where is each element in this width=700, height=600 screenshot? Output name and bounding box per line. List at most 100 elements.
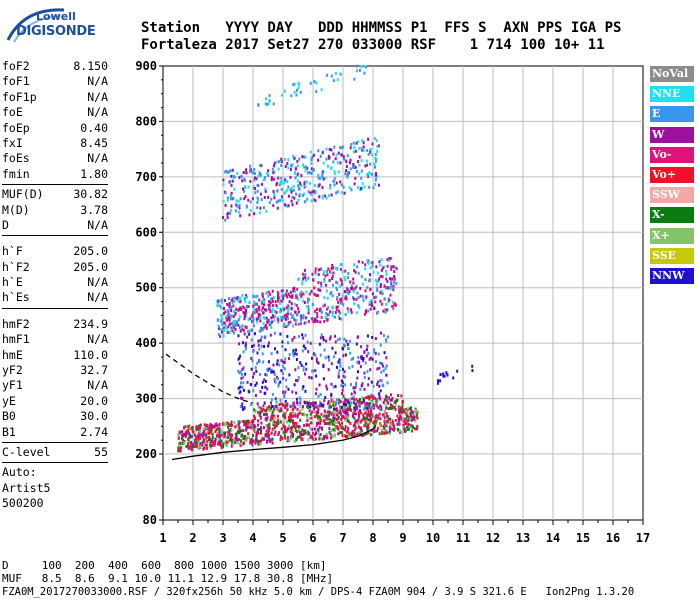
echo-point [356, 291, 359, 295]
echo-point [293, 335, 296, 339]
echo-point [344, 353, 347, 357]
echo-point [325, 147, 328, 151]
echo-point [231, 299, 234, 303]
echo-point [218, 334, 221, 338]
echo-point [370, 298, 373, 302]
echo-point [286, 436, 289, 440]
echo-point [257, 423, 260, 427]
echo-point [243, 306, 246, 310]
echo-point [313, 286, 316, 290]
echo-point [302, 405, 305, 409]
echo-point [304, 429, 307, 433]
echo-point [386, 431, 389, 435]
echo-point [299, 90, 302, 94]
echo-point [245, 295, 248, 299]
echo-point [384, 403, 387, 407]
echo-point [218, 427, 221, 431]
echo-point [315, 293, 318, 297]
echo-point [354, 412, 357, 416]
echo-point [346, 342, 349, 346]
echo-point [327, 368, 330, 372]
echo-point [301, 407, 304, 411]
x-tick-label: 14 [546, 531, 560, 545]
echo-point [299, 409, 302, 413]
echo-point [342, 155, 345, 159]
echo-point [330, 382, 333, 386]
echo-point [346, 307, 349, 311]
echo-point [364, 278, 367, 282]
echo-point [330, 271, 333, 275]
echo-point [238, 356, 241, 360]
echo-region [222, 137, 380, 222]
echo-point [277, 199, 280, 203]
echo-point [367, 418, 370, 422]
echo-point [223, 421, 226, 425]
echo-point [347, 310, 350, 314]
file-info: FZA0M_2017270033000.RSF / 320fx256h 50 k… [2, 586, 635, 598]
echo-point [351, 364, 354, 368]
echo-point [389, 256, 392, 260]
echo-point [283, 403, 286, 407]
echo-point [347, 272, 350, 276]
echo-point [262, 426, 265, 430]
echo-point [278, 183, 281, 187]
param-value: 205.0 [73, 259, 108, 274]
echo-point [360, 418, 363, 422]
echo-point [321, 415, 324, 419]
echo-point [369, 368, 372, 372]
echo-point [223, 431, 226, 435]
echo-point [296, 435, 299, 439]
echo-point [299, 435, 302, 439]
echo-point [344, 278, 347, 282]
echo-point [372, 270, 375, 274]
echo-point [218, 437, 221, 441]
echo-point [261, 292, 264, 296]
echo-point [313, 427, 316, 431]
echo-point [337, 314, 340, 318]
echo-point [363, 371, 366, 375]
echo-point [345, 290, 348, 294]
param-value: 32.7 [80, 363, 108, 378]
echo-point [275, 160, 278, 164]
echo-point [376, 417, 379, 421]
echo-point [293, 439, 296, 443]
param-name: h`E [2, 275, 23, 290]
echo-point [231, 441, 234, 445]
echo-point [272, 423, 275, 427]
echo-point [391, 304, 394, 308]
echo-point [338, 317, 341, 321]
echo-point [249, 179, 252, 183]
echo-point [195, 428, 198, 432]
echo-point [298, 83, 301, 87]
echo-point [317, 431, 320, 435]
echo-point [278, 301, 281, 305]
echo-point [228, 211, 231, 215]
echo-point [292, 424, 295, 428]
echo-point [258, 313, 261, 317]
echo-point [331, 263, 334, 267]
echo-point [254, 429, 257, 433]
echo-point [326, 417, 329, 421]
echo-point [339, 409, 342, 413]
echo-point [316, 421, 319, 425]
echo-point [258, 359, 261, 363]
echo-point [266, 172, 269, 176]
echo-point [257, 441, 260, 445]
echo-point [249, 439, 252, 443]
echo-point [230, 433, 233, 437]
echo-point [234, 432, 237, 436]
echo-point [330, 74, 333, 78]
echo-point [284, 425, 287, 429]
echo-point [240, 405, 243, 409]
echo-point [264, 325, 267, 329]
echo-point [300, 183, 303, 187]
echo-point [328, 417, 331, 421]
echo-point [347, 276, 350, 280]
echo-point [337, 360, 340, 364]
echo-point [302, 365, 305, 369]
echo-point [357, 296, 360, 300]
echo-point [329, 335, 332, 339]
echo-point [263, 195, 266, 199]
echo-point [332, 271, 335, 275]
echo-point [398, 419, 401, 423]
